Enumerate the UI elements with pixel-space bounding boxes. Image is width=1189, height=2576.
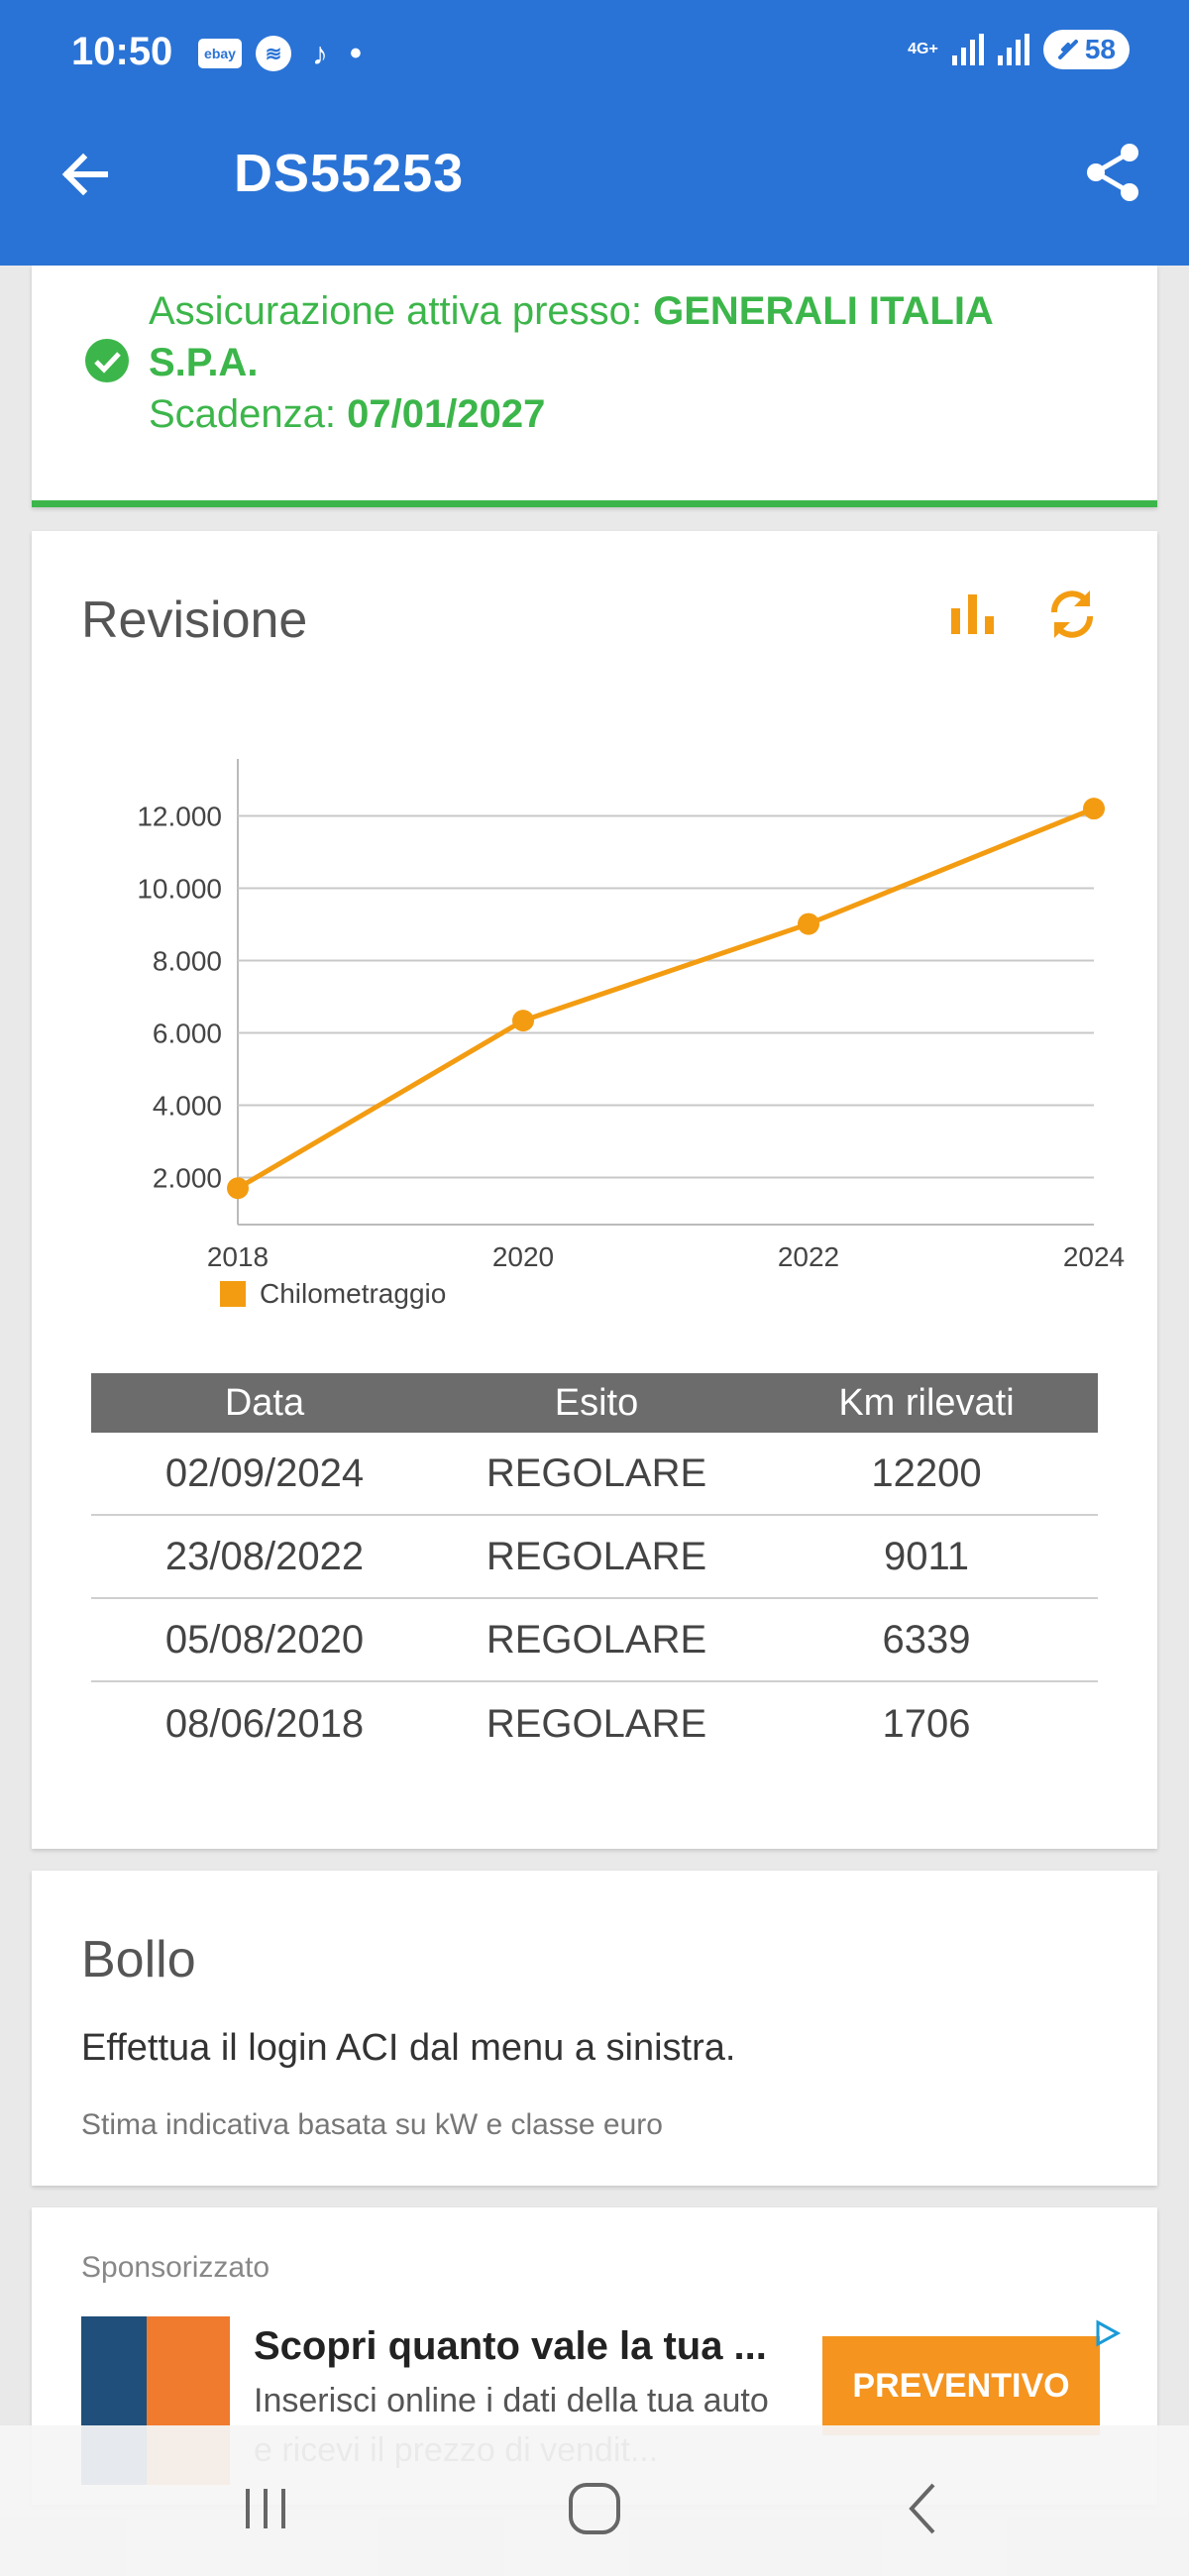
legend-swatch [220,1281,246,1307]
legend-label: Chilometraggio [260,1278,447,1309]
tiktok-icon: ♪ [312,35,328,71]
cell-date: 05/08/2020 [164,1617,365,1662]
bollo-note: Stima indicativa basata su kW e classe e… [81,2108,663,2141]
battery-level: 58 [1084,34,1116,64]
revision-title: Revisione [81,591,308,649]
insurance-prefix: Assicurazione attiva presso: [149,289,654,333]
mileage-chart: 2.000 4.000 6.000 8.000 10.000 12.000 2018 2020… [137,759,1125,1272]
cell-date: 02/09/2024 [164,1450,365,1495]
cell-result: REGOLARE [486,1617,707,1662]
nav-back-icon[interactable] [892,2477,955,2540]
data-point [798,912,819,935]
ebay-icon: ebay [198,39,242,68]
refresh-icon[interactable] [1044,585,1100,644]
y-tick-label: 10.000 [137,873,222,904]
app-bar: DS55253 [0,109,1189,266]
col-header-result: Esito [554,1381,639,1424]
insurance-company: GENERALI ITALIA S.P.A. [149,289,993,384]
cell-result: REGOLARE [486,1450,707,1495]
cell-date: 23/08/2022 [164,1534,365,1578]
recent-apps-icon[interactable] [234,2477,297,2540]
table-row: 23/08/2022 REGOLARE 9011 [91,1516,1098,1599]
cell-km: 12200 [871,1450,982,1495]
data-point [1083,798,1105,820]
ad-title[interactable]: Scopri quanto vale la tua ... [254,2324,767,2368]
chart-legend: Chilometraggio [220,1278,446,1310]
y-tick-label: 2.000 [153,1163,222,1194]
cell-km: 6339 [882,1617,971,1662]
network-type: 4G+ [908,41,938,57]
bollo-card: Bollo Effettua il login ACI dal menu a s… [32,1871,1157,2186]
bollo-message: Effettua il login ACI dal menu a sinistr… [81,2027,736,2069]
x-tick-label: 2022 [778,1241,839,1272]
insurance-card: Assicurazione attiva presso: GENERALI IT… [32,266,1157,507]
col-header-km: Km rilevati [838,1381,1015,1424]
x-tick-label: 2018 [207,1241,269,1272]
battery-indicator: 58 [1042,30,1130,69]
x-tick-label: 2020 [492,1241,554,1272]
data-point [512,1010,534,1032]
y-tick-label: 12.000 [137,801,222,831]
data-point [227,1177,249,1200]
cell-result: REGOLARE [486,1534,707,1578]
signal-icon-2 [997,34,1029,65]
page-title: DS55253 [234,144,465,203]
notification-icons: ebay ≋ ♪ • [198,34,363,72]
revision-actions [945,585,1100,644]
status-bar: 10:50 ebay ≋ ♪ • 4G+ 58 [0,0,1189,109]
cell-result: REGOLARE [486,1701,707,1746]
messenger-icon: ≋ [256,36,291,71]
cell-km: 1706 [882,1701,971,1746]
back-arrow-icon[interactable] [55,145,115,204]
revision-card: Revisione 2.000 4.000 6.000 8.000 10.000 12.0… [32,531,1157,1849]
cell-date: 08/06/2018 [164,1701,365,1746]
bar-chart-icon[interactable] [945,585,1001,644]
status-right: 4G+ 58 [908,30,1130,69]
y-tick-label: 4.000 [153,1091,222,1122]
bollo-title: Bollo [81,1931,196,1988]
cell-km: 9011 [883,1534,969,1578]
x-tick-label: 2024 [1063,1241,1125,1272]
home-icon[interactable] [563,2477,626,2540]
share-icon[interactable] [1082,141,1145,204]
adchoices-icon[interactable] [1090,2316,1124,2350]
ad-cta-button[interactable]: PREVENTIVO [822,2336,1100,2435]
revision-table: Data Esito Km rilevati 02/09/2024 REGOLA… [91,1373,1098,1766]
col-header-date: Data [224,1381,305,1424]
top-bar: 10:50 ebay ≋ ♪ • 4G+ 58 DS55253 [0,0,1189,266]
system-navigation-bar [0,2425,1189,2576]
table-header: Data Esito Km rilevati [91,1373,1098,1433]
insurance-expiry-label: Scadenza: [149,392,348,436]
signal-icon [951,34,984,65]
insurance-info: Assicurazione attiva presso: GENERALI IT… [149,285,1100,440]
battery-saver-icon [1057,40,1078,59]
status-time: 10:50 [71,30,173,73]
insurance-expiry-date: 07/01/2027 [347,392,546,436]
y-tick-label: 6.000 [153,1019,222,1049]
table-row: 08/06/2018 REGOLARE 1706 [91,1682,1098,1766]
table-row: 02/09/2024 REGOLARE 12200 [91,1433,1098,1516]
y-tick-label: 8.000 [153,945,222,976]
table-row: 05/08/2020 REGOLARE 6339 [91,1599,1098,1682]
check-circle-icon [85,339,129,382]
series-line [236,805,1095,1191]
sponsored-label: Sponsorizzato [81,2251,270,2284]
more-notifications-dot: • [350,34,362,72]
